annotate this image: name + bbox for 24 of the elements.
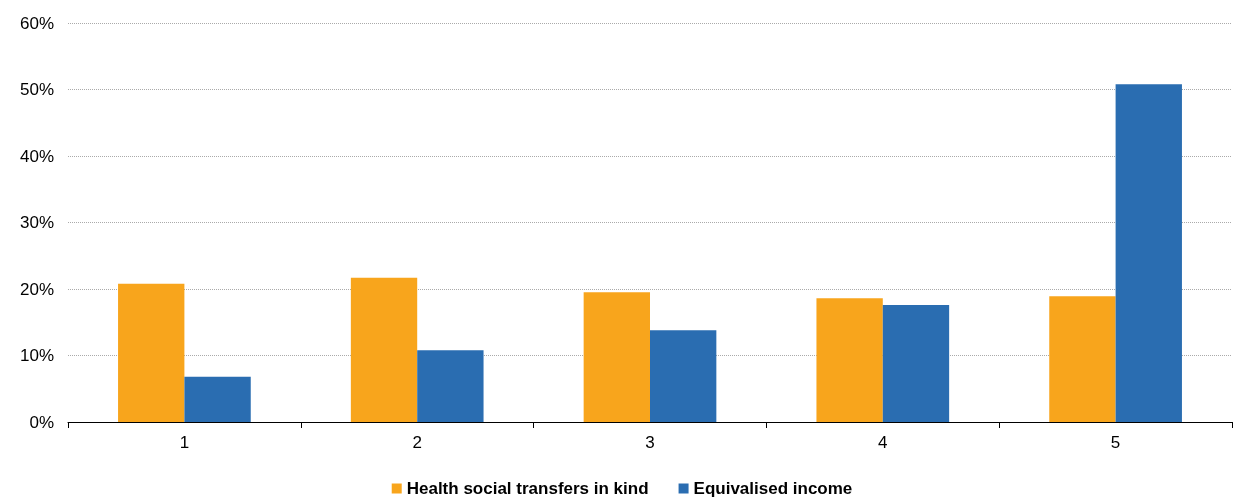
y-tick-label: 30% xyxy=(19,213,54,232)
legend-label: Health social transfers in kind xyxy=(406,479,649,498)
y-tick-label: 10% xyxy=(19,346,54,365)
y-tick-label: 50% xyxy=(19,80,54,99)
bar xyxy=(1115,84,1182,422)
y-tick-label: 40% xyxy=(19,146,54,166)
bar xyxy=(350,277,418,422)
bar xyxy=(583,292,650,422)
x-tick-label: 5 xyxy=(1110,433,1121,452)
bar xyxy=(118,283,185,422)
x-tick-label: 2 xyxy=(412,433,422,452)
y-tick-label: 60% xyxy=(19,13,54,33)
legend-label: Equivalised income xyxy=(693,479,853,498)
y-tick-label: 20% xyxy=(19,279,54,299)
bar xyxy=(1049,296,1116,422)
bar xyxy=(417,350,484,422)
x-tick-label: 3 xyxy=(645,433,655,452)
bar xyxy=(816,298,883,422)
bar xyxy=(184,376,251,422)
bar xyxy=(882,304,950,422)
x-tick-label: 1 xyxy=(179,433,190,452)
x-tick-label: 4 xyxy=(878,433,888,452)
y-tick-label: 0% xyxy=(29,412,54,432)
bar xyxy=(650,330,717,422)
